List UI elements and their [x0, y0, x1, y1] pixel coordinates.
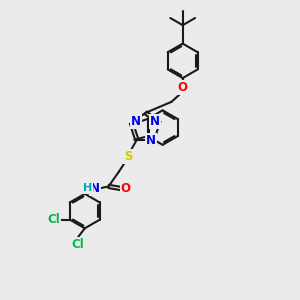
Text: N: N — [90, 182, 100, 195]
Text: N: N — [146, 134, 156, 147]
Text: S: S — [124, 150, 133, 163]
Text: N: N — [131, 116, 141, 128]
Text: H: H — [83, 183, 92, 193]
Text: O: O — [178, 81, 188, 94]
Text: O: O — [121, 182, 131, 195]
Text: Cl: Cl — [71, 238, 84, 250]
Text: Cl: Cl — [48, 213, 61, 226]
Text: N: N — [150, 116, 160, 128]
